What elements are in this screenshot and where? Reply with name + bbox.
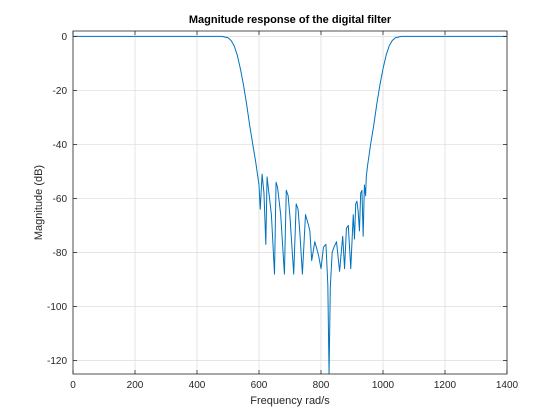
axes-box (72, 30, 508, 375)
y-axis-label: Magnitude (dB) (33, 165, 45, 240)
y-tick-label: -80 (53, 248, 68, 259)
x-tick-label: 1400 (496, 380, 519, 391)
chart-title: Magnitude response of the digital filter (189, 14, 392, 26)
series-line-1 (73, 35, 507, 374)
x-tick-label: 800 (313, 380, 330, 391)
x-axis-label: Frequency rad/s (250, 395, 330, 407)
x-tick-label: 0 (70, 380, 76, 391)
x-tick-label: 1200 (434, 380, 457, 391)
y-tick-label: -100 (47, 302, 67, 313)
x-tick-label: 1000 (372, 380, 395, 391)
x-tick-label: 200 (127, 380, 144, 391)
x-tick-label: 600 (251, 380, 268, 391)
y-tick-label: 0 (61, 32, 67, 43)
plot-area (73, 35, 507, 374)
y-tick-label: -20 (53, 86, 68, 97)
y-tick-label: -120 (47, 356, 67, 367)
ticks: 0 200 400 600 800 1000 1200 1400 0 -20 -40 -60 -80 -1… (47, 31, 519, 391)
x-tick-label: 400 (189, 380, 206, 391)
y-tick-label: -40 (53, 140, 68, 151)
y-tick-label: -60 (53, 194, 68, 205)
